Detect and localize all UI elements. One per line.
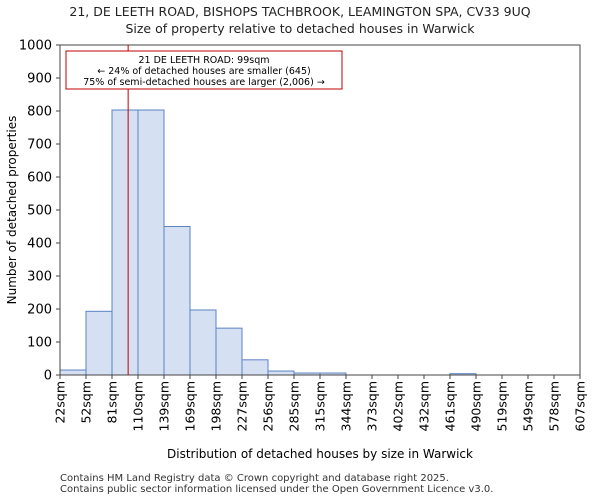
x-tick-label: 519sqm xyxy=(495,381,510,431)
x-tick-label: 227sqm xyxy=(235,381,250,431)
x-tick-label: 139sqm xyxy=(157,381,172,431)
x-tick-label: 490sqm xyxy=(469,381,484,431)
x-tick-label: 402sqm xyxy=(391,381,406,431)
bar-256sqm xyxy=(267,370,295,376)
x-tick-label: 198sqm xyxy=(209,381,224,431)
bar-139sqm xyxy=(163,226,191,376)
x-tick-label: 549sqm xyxy=(521,381,536,431)
bar-52sqm xyxy=(85,310,113,376)
plot-frame xyxy=(59,44,581,376)
y-tick-label: 0 xyxy=(44,369,52,384)
chart-subtitle: Size of property relative to detached ho… xyxy=(125,21,475,36)
bar-110sqm xyxy=(137,109,165,376)
x-tick-label: 285sqm xyxy=(287,381,302,431)
bar-81sqm xyxy=(111,109,139,376)
x-tick-label: 315sqm xyxy=(313,381,328,431)
x-tick-label: 578sqm xyxy=(547,381,562,431)
bar-198sqm xyxy=(215,327,243,376)
bar-227sqm xyxy=(241,359,269,376)
y-tick-label: 400 xyxy=(27,237,52,252)
x-tick-label: 52sqm xyxy=(79,381,94,424)
y-tick-label: 900 xyxy=(27,72,52,87)
y-tick-label: 200 xyxy=(27,303,52,318)
y-tick-label: 800 xyxy=(27,105,52,120)
footer-line-1: Contains HM Land Registry data © Crown c… xyxy=(60,473,449,484)
annotation-line-3: 75% of semi-detached houses are larger (… xyxy=(83,77,325,88)
x-tick-label: 432sqm xyxy=(417,381,432,431)
x-tick-label: 344sqm xyxy=(339,381,354,431)
annotation-line-2: ← 24% of detached houses are smaller (64… xyxy=(97,66,310,77)
x-tick-label: 256sqm xyxy=(261,381,276,431)
chart-title: 21, DE LEETH ROAD, BISHOPS TACHBROOK, LE… xyxy=(69,4,531,19)
y-axis-label: Number of detached properties xyxy=(5,116,19,305)
y-tick-label: 600 xyxy=(27,171,52,186)
y-tick-label: 700 xyxy=(27,138,52,153)
x-tick-label: 169sqm xyxy=(183,381,198,431)
x-tick-label: 81sqm xyxy=(105,381,120,424)
bar-22sqm xyxy=(59,369,87,376)
y-tick-label: 500 xyxy=(27,204,52,219)
x-axis-label: Distribution of detached houses by size … xyxy=(167,447,473,461)
y-tick-label: 300 xyxy=(27,270,52,285)
x-tick-label: 461sqm xyxy=(443,381,458,431)
annotation-box xyxy=(65,50,343,90)
x-tick-label: 22sqm xyxy=(53,381,68,424)
y-tick-label: 1000 xyxy=(19,39,52,54)
footer-line-2: Contains public sector information licen… xyxy=(60,484,494,495)
bar-169sqm xyxy=(189,309,217,376)
y-tick-label: 100 xyxy=(27,336,52,351)
annotation-line-1: 21 DE LEETH ROAD: 99sqm xyxy=(139,55,270,66)
x-tick-label: 607sqm xyxy=(573,381,588,431)
x-tick-label: 373sqm xyxy=(365,381,380,431)
x-tick-label: 110sqm xyxy=(131,381,146,431)
